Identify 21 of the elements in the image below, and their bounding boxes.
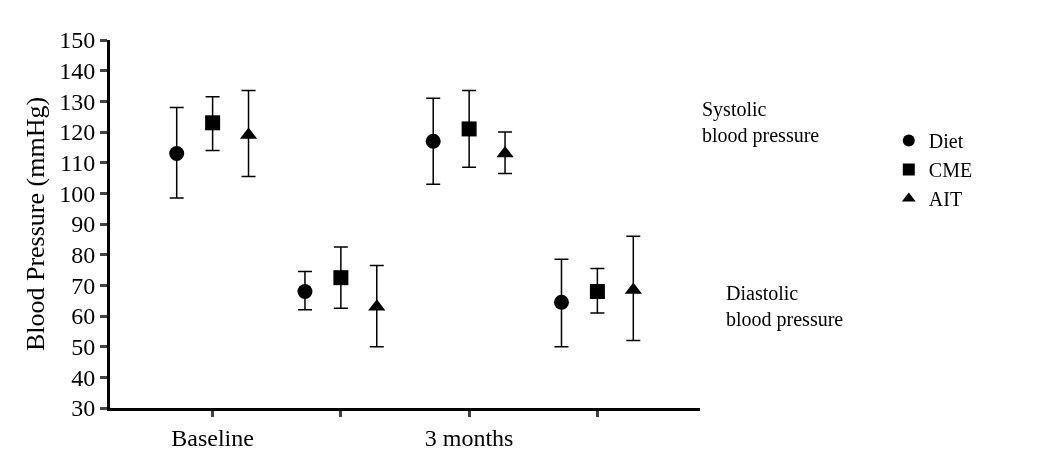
y-tick-label: 110 <box>60 150 96 177</box>
legend-label: AIT <box>928 188 963 211</box>
y-tick-label: 120 <box>59 119 96 146</box>
text: Systolic blood pressure <box>702 98 820 147</box>
y-tick-label: 40 <box>71 364 96 391</box>
x-tick-label: 3 months <box>424 424 514 451</box>
y-tick-label: 60 <box>71 303 96 330</box>
y-tick-label: 100 <box>59 180 96 207</box>
y-tick-label: 140 <box>59 58 96 85</box>
y-tick-label: 90 <box>71 211 96 238</box>
y-tick-label: 30 <box>71 395 96 422</box>
x-tick-label: Baseline <box>171 424 254 451</box>
y-tick-label: 130 <box>59 88 96 115</box>
legend-label: Diet <box>928 130 964 153</box>
y-axis-title: Blood Pressure (mmHg) <box>20 96 50 352</box>
text: Diastolic blood pressure <box>726 282 844 331</box>
y-tick-label: 50 <box>71 334 96 361</box>
legend-label: CME <box>928 159 973 182</box>
y-tick-label: 80 <box>71 242 96 269</box>
y-tick-label: 70 <box>71 272 96 299</box>
y-tick-label: 150 <box>59 27 96 54</box>
